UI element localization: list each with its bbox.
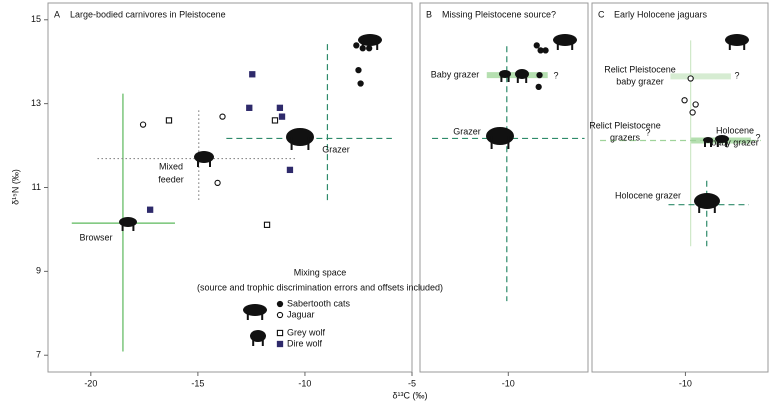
annotation: Mixed [159, 161, 183, 171]
panel-title: Large-bodied carnivores in Pleistocene [70, 9, 226, 19]
annotation: Holocene [716, 125, 754, 135]
data-point [246, 104, 253, 111]
animal-silhouette [553, 34, 577, 46]
x-axis-label: δ¹³C (‰) [393, 390, 428, 400]
data-point [359, 45, 366, 52]
legend-label: Dire wolf [287, 338, 323, 348]
legend-marker [276, 329, 284, 337]
data-point [219, 113, 226, 120]
data-point [533, 42, 540, 49]
x-tick-label: -20 [84, 378, 97, 388]
data-point [689, 109, 696, 116]
legend-title: Mixing space [294, 267, 347, 277]
legend-marker [276, 300, 284, 308]
legend-marker [276, 340, 284, 348]
annotation: Grazer [453, 126, 481, 136]
data-point [139, 121, 147, 128]
data-point [271, 117, 279, 124]
annotation: Browser [79, 232, 112, 242]
panel-frame [591, 2, 769, 373]
panel-frame [419, 2, 589, 373]
data-point [263, 221, 271, 228]
data-point [353, 42, 360, 49]
y-tick-label: 11 [32, 182, 41, 192]
panel-title: Missing Pleistocene source? [442, 9, 556, 19]
y-axis-label: δ¹⁵N (‰) [10, 169, 20, 205]
data-point [276, 104, 284, 111]
annotation: ? [645, 127, 650, 137]
legend-label: Grey wolf [287, 327, 326, 337]
data-point [146, 206, 154, 213]
annotation: Grazer [322, 144, 350, 154]
animal-silhouette [725, 34, 749, 46]
annotation: grazers [610, 132, 641, 142]
annotation: baby grazer [616, 76, 664, 86]
data-point [286, 166, 294, 174]
data-point [687, 75, 694, 82]
legend-subtitle: (source and trophic discrimination error… [197, 282, 443, 292]
x-tick-label: -5 [408, 378, 416, 388]
panel-frame [47, 2, 413, 373]
annotation: Relict Pleistocene [589, 120, 661, 130]
data-point [536, 71, 543, 79]
animal-silhouette [243, 304, 267, 316]
animal-silhouette [486, 127, 514, 145]
annotation: baby grazer [711, 137, 759, 147]
panel-title: Early Holocene jaguars [614, 9, 708, 19]
data-point [249, 71, 256, 78]
annotation: Relict Pleistocene [604, 64, 676, 74]
legend-label: Sabertooth cats [287, 298, 351, 308]
data-point [692, 101, 699, 108]
animal-silhouette [358, 34, 382, 46]
annotation: Holocene grazer [615, 190, 681, 200]
data-point [214, 179, 221, 187]
x-tick-label: -10 [298, 378, 311, 388]
y-tick-label: 15 [31, 14, 41, 24]
legend-label: Jaguar [287, 309, 315, 319]
data-point [681, 97, 688, 104]
panel-letter: A [54, 9, 60, 19]
y-tick-label: 13 [31, 98, 41, 108]
y-tick-label: 7 [36, 350, 41, 360]
data-point [278, 113, 286, 120]
data-point [366, 45, 373, 52]
data-point [542, 47, 549, 54]
y-tick-label: 9 [36, 266, 41, 276]
annotation: Baby grazer [431, 69, 480, 79]
animal-silhouette [694, 193, 720, 209]
panel-letter: C [598, 9, 605, 19]
annotation: ? [553, 70, 558, 80]
animal-silhouette [286, 128, 314, 146]
annotation: ? [734, 70, 739, 80]
annotation: ? [755, 132, 760, 142]
x-tick-label: -15 [191, 378, 204, 388]
legend-marker [276, 311, 284, 319]
data-point [535, 83, 542, 91]
data-point [165, 117, 173, 124]
data-point [357, 80, 364, 87]
x-tick-label: -10 [502, 378, 515, 388]
data-point [355, 66, 362, 74]
x-tick-label: -10 [679, 378, 692, 388]
panel-letter: B [426, 9, 432, 19]
annotation: feeder [158, 174, 184, 184]
